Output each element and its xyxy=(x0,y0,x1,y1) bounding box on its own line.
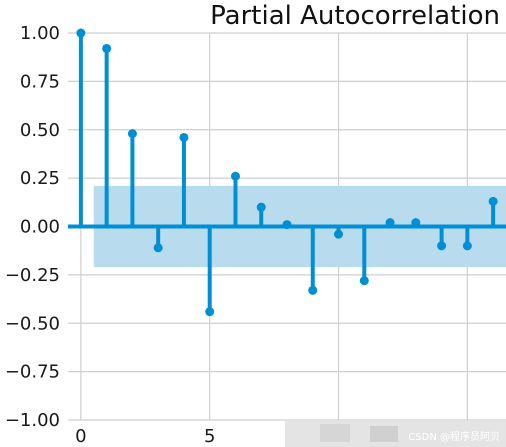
y-tick-label: 0.75 xyxy=(20,71,60,92)
stem-marker xyxy=(230,171,240,181)
stem-marker xyxy=(462,241,472,251)
x-tick-label: 0 xyxy=(75,426,86,447)
stem-marker xyxy=(385,218,395,228)
y-tick-label: −0.50 xyxy=(5,313,60,334)
stem-marker xyxy=(282,220,292,230)
y-tick-label: 0.25 xyxy=(20,168,60,189)
stem-marker xyxy=(256,202,266,212)
stem-marker xyxy=(102,43,112,53)
chart-title: Partial Autocorrelation xyxy=(210,1,500,31)
stem-marker xyxy=(76,28,86,38)
stem-marker xyxy=(437,241,447,251)
x-tick-label: 5 xyxy=(204,426,215,447)
y-tick-label: −0.25 xyxy=(5,265,60,286)
stem-marker xyxy=(127,129,137,139)
stem-marker xyxy=(488,196,498,206)
y-tick-labels: −1.00 −0.75 −0.50 −0.25 0.00 0.25 0.50 0.75 1.00 xyxy=(5,23,60,431)
stem-marker xyxy=(153,243,163,253)
y-tick-label: −1.00 xyxy=(5,410,60,431)
y-tick-label: 0.50 xyxy=(20,120,60,141)
stem-marker xyxy=(411,218,421,228)
stem-marker xyxy=(179,132,189,142)
stem-marker xyxy=(308,285,318,295)
y-tick-label: 1.00 xyxy=(20,23,60,44)
y-tick-label: −0.75 xyxy=(5,362,60,383)
y-tick-label: 0.00 xyxy=(20,217,60,238)
stem-marker xyxy=(334,229,344,239)
stem-marker xyxy=(359,276,369,286)
stems xyxy=(76,28,498,317)
watermark-text: CSDN @程序员阿贝 xyxy=(408,430,500,443)
stem-marker xyxy=(205,307,215,317)
watermark-area: CSDN @程序员阿贝 xyxy=(285,420,506,447)
